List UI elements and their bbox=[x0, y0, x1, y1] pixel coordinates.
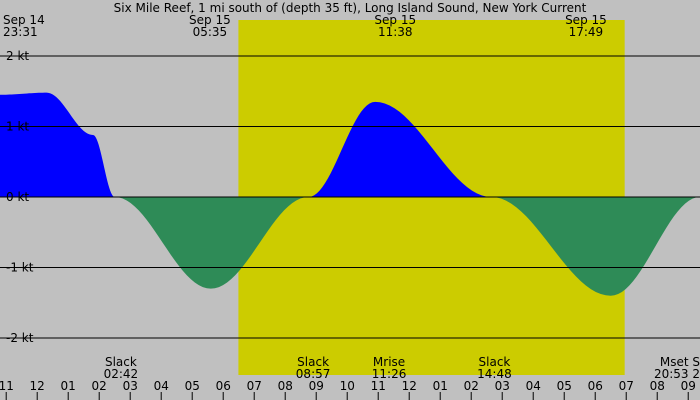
event-time-label: 02:42 bbox=[104, 367, 139, 381]
x-tick-label: 01 bbox=[61, 379, 76, 393]
y-tick-label: -1 kt bbox=[6, 261, 34, 275]
y-tick-label: 0 kt bbox=[6, 190, 29, 204]
event-time-label: 11:26 bbox=[372, 367, 407, 381]
y-tick-label: 2 kt bbox=[6, 49, 29, 63]
flood-area-2 bbox=[308, 101, 492, 197]
x-tick-label: 02 bbox=[464, 379, 479, 393]
event-name-label: Slack bbox=[479, 355, 511, 369]
gridlines bbox=[0, 55, 700, 339]
x-tick-label: 07 bbox=[247, 379, 262, 393]
flood-area-0 bbox=[0, 92, 115, 197]
x-tick-label: 09 bbox=[681, 379, 696, 393]
x-tick-label: 08 bbox=[278, 379, 293, 393]
x-tick-label: 04 bbox=[526, 379, 541, 393]
event-name-label: Mrise bbox=[373, 355, 405, 369]
top-time-label: 05:35 bbox=[193, 25, 228, 39]
top-date-label: Sep 14 bbox=[3, 13, 45, 27]
x-tick-label: 05 bbox=[185, 379, 200, 393]
top-time-label: 23:31 bbox=[3, 25, 38, 39]
top-time-label: 17:49 bbox=[569, 25, 604, 39]
top-time-label: 11:38 bbox=[378, 25, 413, 39]
x-tick-label: 10 bbox=[340, 379, 355, 393]
top-date-label: Sep 15 bbox=[189, 13, 231, 27]
x-tick-label: 05 bbox=[557, 379, 572, 393]
y-axis-labels: 2 kt 1 kt 0 kt -1 kt -2 kt bbox=[6, 49, 34, 345]
event-time-label: 08:57 bbox=[296, 367, 331, 381]
x-tick-label: 07 bbox=[619, 379, 634, 393]
x-tick-label: 12 bbox=[402, 379, 417, 393]
x-tick-label: 06 bbox=[588, 379, 603, 393]
x-tick-label: 12 bbox=[30, 379, 45, 393]
event-time-label: 14:48 bbox=[477, 367, 512, 381]
y-tick-label: 1 kt bbox=[6, 120, 29, 134]
x-tick-label: 03 bbox=[495, 379, 510, 393]
y-tick-label: -2 kt bbox=[6, 331, 34, 345]
x-tick-label: 11 bbox=[0, 379, 14, 393]
x-tick-label: 06 bbox=[216, 379, 231, 393]
x-axis-ticks: 11 12 01 02 03 04 05 06 07 08 09 10 11 12 01 02 03 04 05 06… bbox=[0, 379, 696, 400]
top-date-label: Sep 15 bbox=[565, 13, 607, 27]
chart-title: Six Mile Reef, 1 mi south of (depth 35 f… bbox=[114, 1, 587, 15]
ebb-area-3 bbox=[491, 197, 700, 296]
x-tick-label: 01 bbox=[433, 379, 448, 393]
event-name-label: Mset S bbox=[660, 355, 700, 369]
event-labels: Slack02:42Slack08:57Mrise11:26Slack14:48… bbox=[104, 355, 700, 381]
x-tick-label: 03 bbox=[123, 379, 138, 393]
x-tick-label: 04 bbox=[154, 379, 169, 393]
event-name-label: Slack bbox=[297, 355, 329, 369]
x-tick-label: 08 bbox=[650, 379, 665, 393]
x-tick-label: 11 bbox=[371, 379, 386, 393]
top-date-label: Sep 15 bbox=[374, 13, 416, 27]
event-time-label: 20:53 2 bbox=[654, 367, 700, 381]
x-tick-label: 09 bbox=[309, 379, 324, 393]
current-area-layer bbox=[0, 92, 700, 296]
event-name-label: Slack bbox=[105, 355, 137, 369]
x-tick-label: 02 bbox=[92, 379, 107, 393]
ebb-area-1 bbox=[114, 197, 309, 289]
